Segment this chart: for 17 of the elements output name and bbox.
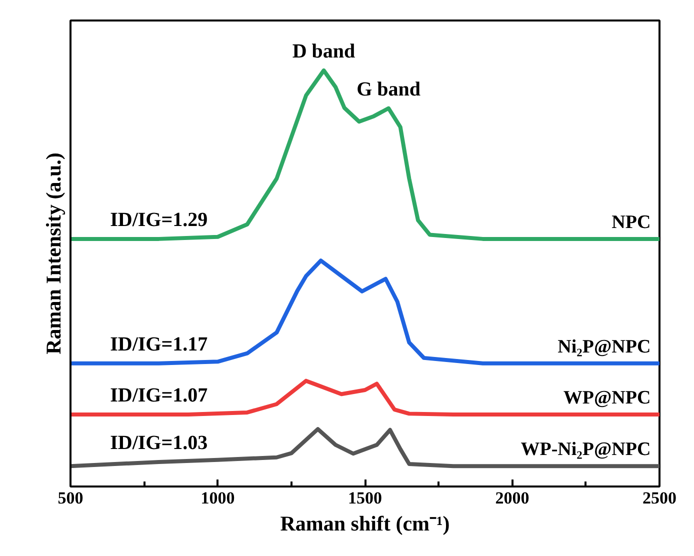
- series-label: NPC: [612, 212, 651, 233]
- annotation: ID/IG=1.29: [110, 208, 208, 231]
- x-tick-label: 500: [58, 488, 84, 508]
- x-tick-label: 2000: [495, 488, 530, 508]
- annotation: ID/IG=1.17: [110, 333, 208, 356]
- annotation: G band: [356, 78, 421, 100]
- annotation: ID/IG=1.07: [110, 384, 208, 407]
- x-tick-label: 1500: [348, 488, 382, 508]
- y-axis-title: Raman Intensity (a.u.): [42, 152, 66, 354]
- series-label: WP@NPC: [563, 388, 651, 409]
- annotation: ID/IG=1.03: [110, 432, 208, 454]
- x-tick-label: 1000: [200, 488, 235, 508]
- x-tick-label: 2500: [642, 488, 676, 508]
- series-label: Ni₂P@NPC: [558, 336, 651, 358]
- annotation: D band: [292, 40, 356, 62]
- x-axis-title: Raman shift (cm⁻¹): [280, 512, 450, 536]
- series-label: WP-Ni₂P@NPC: [520, 439, 651, 460]
